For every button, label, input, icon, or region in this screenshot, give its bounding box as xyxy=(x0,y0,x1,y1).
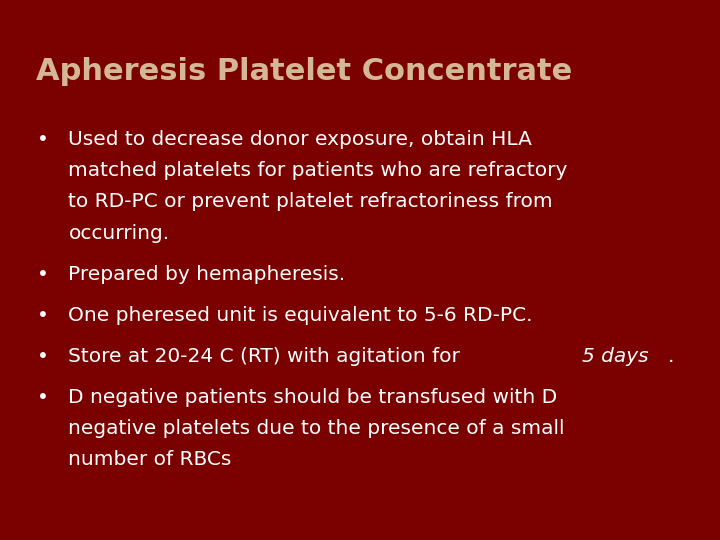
Text: Apheresis Platelet Concentrate: Apheresis Platelet Concentrate xyxy=(36,57,572,86)
Text: •: • xyxy=(37,306,49,325)
Text: matched platelets for patients who are refractory: matched platelets for patients who are r… xyxy=(68,161,568,180)
Text: negative platelets due to the presence of a small: negative platelets due to the presence o… xyxy=(68,419,565,438)
Text: Used to decrease donor exposure, obtain HLA: Used to decrease donor exposure, obtain … xyxy=(68,130,532,148)
Text: One pheresed unit is equivalent to 5-6 RD-PC.: One pheresed unit is equivalent to 5-6 R… xyxy=(68,306,533,325)
Text: Store at 20-24 C (RT) with agitation for: Store at 20-24 C (RT) with agitation for xyxy=(68,347,467,366)
Text: number of RBCs: number of RBCs xyxy=(68,450,232,469)
Text: •: • xyxy=(37,265,49,284)
Text: •: • xyxy=(37,388,49,407)
Text: •: • xyxy=(37,130,49,148)
Text: 5 days: 5 days xyxy=(582,347,649,366)
Text: to RD-PC or prevent platelet refractoriness from: to RD-PC or prevent platelet refractorin… xyxy=(68,192,553,211)
Text: .: . xyxy=(668,347,675,366)
Text: occurring.: occurring. xyxy=(68,224,169,242)
Text: D negative patients should be transfused with D: D negative patients should be transfused… xyxy=(68,388,558,407)
Text: •: • xyxy=(37,347,49,366)
Text: Prepared by hemapheresis.: Prepared by hemapheresis. xyxy=(68,265,346,284)
